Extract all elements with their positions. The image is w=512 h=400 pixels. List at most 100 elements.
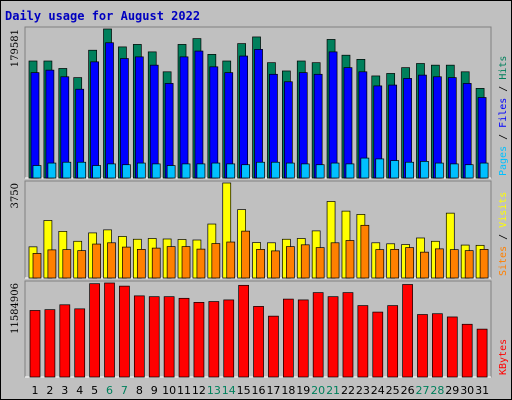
x-tick-label: 29 — [445, 384, 459, 397]
y-axis-max-label: 3750 — [10, 183, 21, 208]
kbytes-bar — [253, 306, 264, 378]
files-bar — [239, 55, 248, 179]
kbytes-bar — [342, 292, 354, 378]
pages-bar — [107, 163, 116, 179]
kbytes-bar — [402, 284, 413, 378]
sites-bar — [62, 249, 72, 279]
legend-entry: Hits — [498, 56, 509, 80]
kbytes-bar — [387, 305, 399, 378]
sites-bar — [166, 246, 176, 279]
sites-bar — [405, 247, 414, 279]
sites-bar — [375, 249, 385, 279]
files-bar — [90, 61, 99, 179]
pages-bar — [330, 162, 340, 179]
pages-bar — [464, 164, 474, 179]
sites-bar — [196, 248, 206, 279]
x-tick-label: 11 — [177, 384, 191, 397]
legend-entry: Sites — [498, 246, 509, 276]
pages-bar — [271, 161, 280, 179]
kbytes-panel — [29, 282, 488, 378]
files-bar — [164, 83, 174, 179]
pages-bar — [241, 164, 250, 179]
x-tick-label: 20 — [311, 384, 325, 397]
x-tick-label: 3 — [61, 384, 68, 397]
x-tick-label: 1 — [32, 384, 39, 397]
x-tick-label: 26 — [401, 384, 415, 397]
sites-bar — [32, 253, 42, 279]
files-bar — [462, 83, 472, 179]
pages-bar — [405, 161, 414, 179]
legend-entry: KBytes — [498, 339, 509, 375]
files-bar — [209, 66, 219, 179]
x-tick-label: 4 — [76, 384, 83, 397]
y-axis-max-labels: 179581 3750 11584906 — [10, 29, 21, 334]
x-tick-label: 28 — [430, 384, 444, 397]
pages-bar — [47, 162, 57, 179]
kbytes-bar — [223, 299, 235, 378]
files-bar — [30, 72, 40, 179]
kbytes-bar — [148, 296, 160, 378]
legend-separator: / — [498, 228, 509, 246]
kbytes-bar — [193, 302, 205, 378]
x-tick-label: 27 — [415, 384, 429, 397]
x-tick-label: 6 — [106, 384, 113, 397]
sites-bar — [256, 249, 265, 279]
sites-bar — [435, 248, 444, 279]
kbytes-bar — [446, 316, 458, 378]
pages-bar — [420, 161, 429, 179]
sites-bar — [330, 242, 340, 279]
kbytes-bar — [297, 299, 309, 378]
kbytes-bar — [327, 296, 339, 378]
files-bar — [45, 69, 55, 179]
kbytes-bar — [476, 328, 488, 378]
x-tick-label: 12 — [192, 384, 206, 397]
kbytes-bar — [372, 311, 384, 378]
pages-bar — [136, 162, 146, 179]
kbytes-bar — [238, 284, 249, 378]
chart-title: Daily usage for August 2022 — [5, 9, 200, 23]
pages-bar — [479, 162, 489, 179]
x-tick-label: 10 — [162, 384, 176, 397]
sites-bar — [271, 250, 280, 279]
kbytes-bar — [44, 309, 56, 378]
x-tick-label: 22 — [341, 384, 355, 397]
x-tick-label: 17 — [266, 384, 280, 397]
sites-bar — [420, 251, 429, 279]
sites-bar — [47, 249, 57, 279]
sites-bar — [300, 244, 310, 279]
x-tick-label: 15 — [237, 384, 251, 397]
x-tick-label: 21 — [326, 384, 340, 397]
x-tick-label: 31 — [475, 384, 489, 397]
legend-separator: / — [498, 128, 509, 146]
pages-bar — [345, 163, 355, 179]
x-tick-label: 7 — [121, 384, 128, 397]
kbytes-bar — [74, 308, 86, 378]
x-tick-label: 23 — [356, 384, 370, 397]
sites-bar — [360, 224, 370, 279]
sites-bar — [479, 249, 489, 279]
files-bar — [328, 51, 338, 179]
pages-bar — [92, 165, 101, 179]
files-bar — [134, 56, 144, 179]
kbytes-bar — [432, 313, 443, 378]
x-tick-label: 5 — [91, 384, 98, 397]
x-tick-label: 14 — [222, 384, 236, 397]
x-tick-label: 2 — [46, 384, 53, 397]
files-bar — [298, 72, 308, 179]
sites-bar — [286, 246, 295, 279]
kbytes-bar — [119, 285, 130, 378]
pages-bar — [449, 163, 459, 179]
sites-bar — [181, 246, 191, 279]
legend-entry: Visits — [498, 192, 509, 228]
kbytes-bar — [133, 295, 145, 378]
pages-bar — [166, 165, 176, 179]
sites-bar — [226, 241, 236, 279]
pages-bar — [360, 157, 370, 179]
legend-entry: Pages — [498, 146, 509, 176]
pages-bar — [286, 162, 295, 179]
sites-bar — [211, 243, 221, 279]
x-tick-label: 25 — [386, 384, 400, 397]
files-bar — [194, 50, 204, 179]
sites-bar — [151, 247, 161, 279]
files-bar — [149, 64, 159, 179]
